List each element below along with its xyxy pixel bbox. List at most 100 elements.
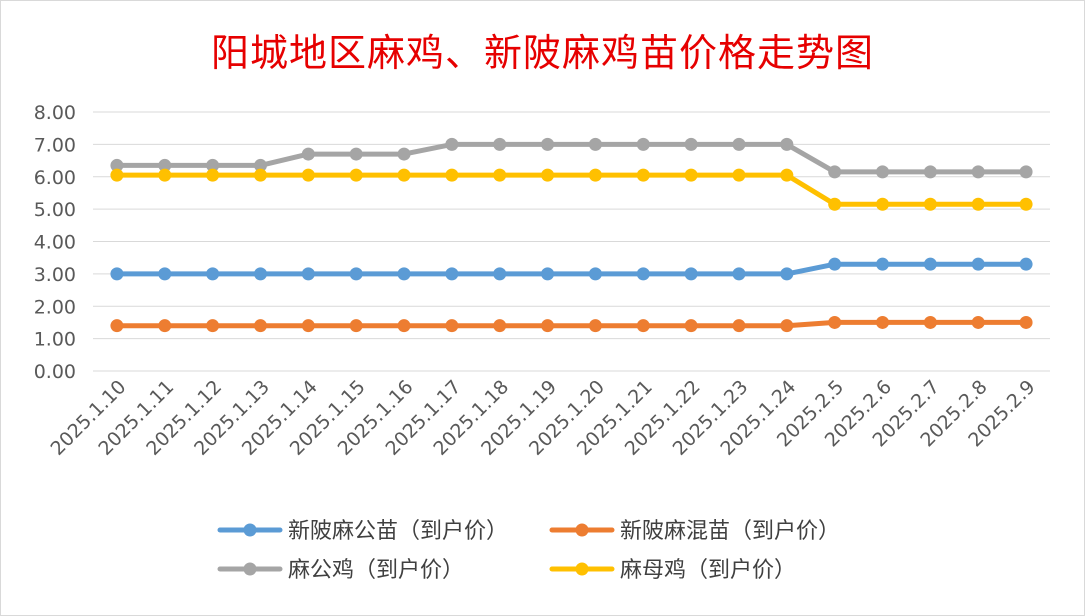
data-point (828, 257, 842, 271)
data-point (301, 168, 315, 182)
data-point (253, 158, 267, 172)
data-point (541, 168, 555, 182)
data-point (493, 267, 507, 281)
data-point (1019, 257, 1033, 271)
data-point (206, 319, 220, 333)
data-point (397, 319, 411, 333)
data-point (301, 267, 315, 281)
data-point (253, 267, 267, 281)
data-point (780, 267, 794, 281)
y-tick-label: 4.00 (34, 232, 76, 254)
data-point (923, 197, 937, 211)
data-point (493, 137, 507, 151)
data-point (445, 267, 459, 281)
data-point (876, 257, 890, 271)
data-point (780, 168, 794, 182)
data-point (588, 319, 602, 333)
data-point (876, 315, 890, 329)
data-point (110, 319, 124, 333)
data-point (493, 319, 507, 333)
data-point (636, 137, 650, 151)
data-point (110, 267, 124, 281)
y-tick-label: 5.00 (34, 199, 76, 221)
chart-title: 阳城地区麻鸡、新陂麻鸡苗价格走势图 (210, 31, 874, 75)
data-point (588, 168, 602, 182)
data-point (206, 168, 220, 182)
data-point (253, 319, 267, 333)
data-point (158, 168, 172, 182)
data-point (349, 168, 363, 182)
data-point (732, 137, 746, 151)
data-point (780, 319, 794, 333)
series-lines (110, 137, 1033, 333)
legend-label: 新陂麻公苗（到户价） (288, 519, 508, 544)
data-point (971, 197, 985, 211)
data-point (206, 158, 220, 172)
data-point (684, 137, 698, 151)
data-point (971, 165, 985, 179)
data-point (636, 267, 650, 281)
data-point (588, 267, 602, 281)
data-point (541, 267, 555, 281)
data-point (493, 168, 507, 182)
legend-marker (243, 562, 257, 576)
data-point (445, 319, 459, 333)
data-point (397, 267, 411, 281)
data-point (541, 319, 555, 333)
data-point (253, 168, 267, 182)
gridlines (93, 111, 1050, 372)
data-point (923, 315, 937, 329)
data-point (684, 168, 698, 182)
data-point (876, 197, 890, 211)
data-point (923, 257, 937, 271)
data-point (397, 147, 411, 161)
x-axis: 2025.1.102025.1.112025.1.122025.1.132025… (47, 376, 1040, 460)
data-point (397, 168, 411, 182)
data-point (110, 168, 124, 182)
y-tick-label: 1.00 (34, 329, 76, 351)
data-point (110, 158, 124, 172)
data-point (684, 267, 698, 281)
data-point (732, 319, 746, 333)
data-point (349, 319, 363, 333)
data-point (349, 267, 363, 281)
series-line (114, 261, 1029, 277)
data-point (445, 168, 459, 182)
data-point (636, 319, 650, 333)
data-point (636, 168, 650, 182)
legend-label: 麻母鸡（到户价） (620, 558, 796, 583)
data-point (1019, 197, 1033, 211)
data-point (301, 319, 315, 333)
data-point (158, 158, 172, 172)
data-point (1019, 165, 1033, 179)
data-point (923, 165, 937, 179)
data-point (541, 137, 555, 151)
legend-marker (575, 562, 589, 576)
data-point (301, 147, 315, 161)
y-tick-label: 7.00 (34, 134, 76, 156)
y-tick-label: 3.00 (34, 264, 76, 286)
data-point (732, 168, 746, 182)
data-point (780, 137, 794, 151)
legend-label: 新陂麻混苗（到户价） (620, 519, 840, 544)
series-line (114, 141, 1029, 175)
legend: 新陂麻公苗（到户价） 新陂麻混苗（到户价） 麻公鸡（到户价） 麻母鸡（到户价） (217, 519, 840, 583)
data-point (971, 315, 985, 329)
data-point (684, 319, 698, 333)
y-tick-label: 8.00 (34, 102, 76, 124)
data-point (971, 257, 985, 271)
legend-label: 麻公鸡（到户价） (288, 558, 464, 583)
data-point (828, 197, 842, 211)
legend-marker (243, 523, 257, 537)
y-tick-label: 0.00 (34, 361, 76, 383)
legend-marker (575, 523, 589, 537)
data-point (349, 147, 363, 161)
series-line (114, 319, 1029, 329)
data-point (206, 267, 220, 281)
data-point (158, 267, 172, 281)
data-point (1019, 315, 1033, 329)
y-axis: 0.00 1.00 2.00 3.00 4.00 5.00 6.00 7.00 8.00 (34, 102, 76, 383)
data-point (828, 315, 842, 329)
data-point (445, 137, 459, 151)
